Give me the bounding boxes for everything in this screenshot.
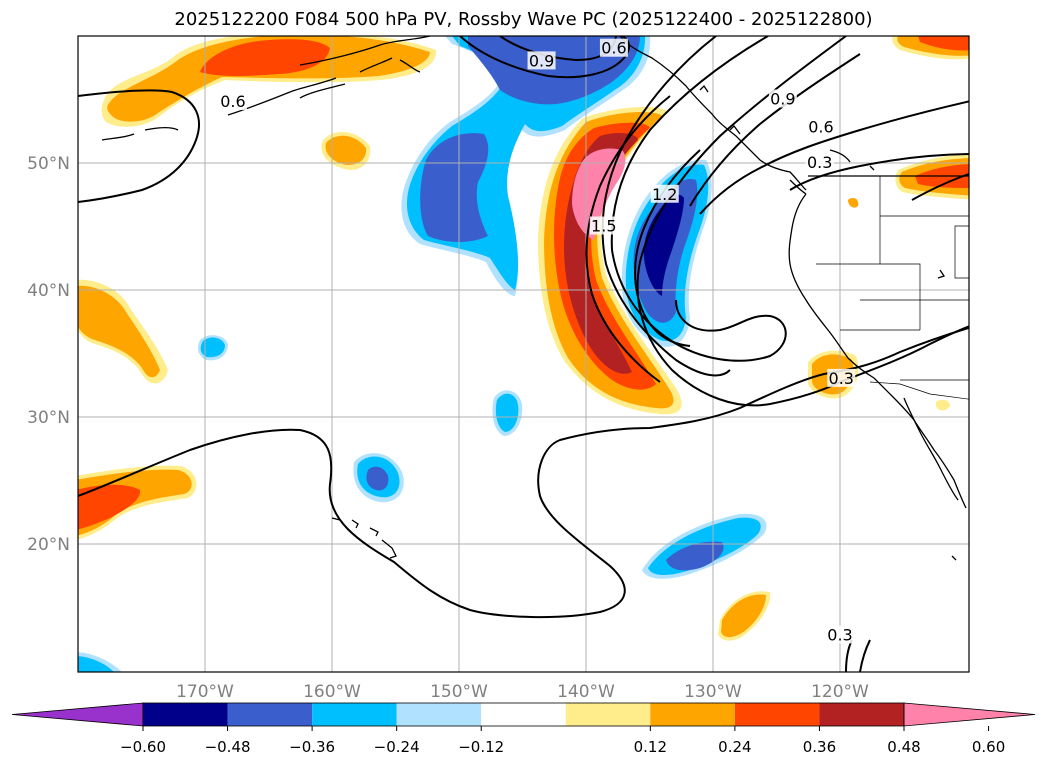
border-states	[816, 176, 969, 381]
colorbar-tick-label: −0.48	[205, 738, 251, 756]
contour-label: 0.6	[220, 92, 245, 111]
lon-label: 140°W	[557, 682, 615, 702]
colorbar-tick-label: 0.48	[887, 738, 920, 756]
colorbar-segment	[819, 703, 904, 726]
contour-1p5	[585, 95, 671, 383]
contour-label: 0.6	[808, 117, 833, 136]
colorbar-segment	[143, 703, 228, 726]
colorbar-tick-label: 0.36	[803, 738, 836, 756]
colorbar-segment	[565, 703, 651, 726]
contour-label: 0.3	[827, 625, 852, 644]
colorbar-extend-left	[11, 702, 144, 727]
shade-neg-35n	[200, 337, 225, 358]
shade-nc-royal-n	[468, 36, 640, 105]
lat-label: 40°N	[27, 281, 70, 301]
lon-label: 170°W	[176, 682, 234, 702]
contour-0p6-big	[636, 36, 969, 407]
shade-negcres-navy	[643, 194, 684, 296]
contour-label: 1.5	[591, 217, 616, 236]
shade-tiny-yellow	[936, 399, 950, 411]
contour-0p9-n	[459, 36, 630, 79]
shade-ne-red	[918, 36, 969, 51]
contour-labels: 0.9 0.6 0.6 0.9 0.6 0.3 1.2 1.5 0.3 0.3	[218, 38, 856, 644]
contour-0p6-nw	[78, 89, 200, 203]
colorbar-tick-label: −0.24	[374, 738, 420, 756]
colorbar-tick-label: −0.36	[289, 738, 335, 756]
shade-w25-red	[78, 484, 141, 530]
colorbar-segment	[650, 703, 735, 726]
coast-us-west	[788, 193, 967, 509]
lat-label: 20°N	[27, 535, 70, 555]
colorbar-segment	[734, 703, 820, 726]
lon-label: 120°W	[811, 682, 869, 702]
colorbar-tick-label: 0.12	[634, 738, 667, 756]
shade-neg-30n	[495, 393, 519, 432]
shade-aleutian-orange	[107, 36, 430, 122]
contour-label-bg	[827, 368, 856, 387]
contour-label-bg	[218, 92, 247, 111]
shade-nc-royal-s	[420, 133, 489, 242]
contour-0p6-ne	[699, 100, 969, 215]
contour-label-bg	[599, 38, 628, 57]
shade-blob-a-orange	[325, 135, 367, 165]
longitude-labels: 170°W 160°W 150°W 140°W 130°W 120°W	[176, 682, 869, 702]
shade-neg-20n-royal	[666, 541, 724, 571]
contour-label: 0.9	[529, 51, 554, 70]
contour-1p2	[601, 36, 731, 377]
shade-neg-sw	[78, 656, 114, 672]
coast-alaska	[101, 36, 431, 141]
contour-0p3-ne2	[911, 172, 969, 201]
coast-bc	[619, 36, 807, 195]
contour-0p3-big	[78, 326, 969, 619]
colorbar-segment	[396, 703, 482, 726]
contour-label-bg	[768, 89, 797, 108]
contour-label-bg	[806, 117, 835, 136]
colorbar-tick-label: −0.60	[120, 738, 166, 756]
contour-label-bg	[589, 216, 618, 235]
contour-0p3-ne	[789, 153, 969, 191]
colorbar-segment	[312, 703, 397, 726]
lat-label: 50°N	[27, 154, 70, 174]
shade-13n-orange	[721, 594, 766, 638]
contour-0p3-se	[845, 639, 871, 672]
colorbar-segment	[481, 703, 566, 726]
border-mexico	[869, 381, 969, 400]
contour-label-bg	[527, 51, 556, 70]
contour-0p9-ne	[689, 53, 861, 207]
contour-label: 1.2	[652, 185, 677, 204]
colorbar-segment	[227, 703, 313, 726]
coast-islands-ne	[829, 149, 957, 561]
lon-label: 160°W	[303, 682, 361, 702]
map-frame	[77, 35, 970, 673]
lon-label: 130°W	[684, 682, 742, 702]
lon-label: 150°W	[430, 682, 488, 702]
coast-hawaii	[331, 517, 397, 559]
shade-aleutian-red	[200, 39, 330, 76]
contour-1p5-inner	[634, 149, 701, 347]
colorbar-tick-label: 0.24	[718, 738, 751, 756]
coast-baja	[903, 397, 959, 501]
contour-label-bg	[826, 625, 854, 644]
colorbar-tick-label: 0.60	[972, 738, 1005, 756]
contour-label-bg	[805, 153, 834, 171]
contour-label: 0.3	[829, 369, 854, 388]
shade-w40-orange	[78, 285, 160, 378]
contour-label: 0.3	[807, 153, 832, 172]
colorbar-tick-label: −0.12	[458, 738, 504, 756]
contour-label: 0.9	[770, 90, 795, 109]
latitude-labels: 50°N 40°N 30°N 20°N	[27, 154, 70, 555]
map-title: 2025122200 F084 500 hPa PV, Rossby Wave …	[174, 9, 873, 30]
contour-label: 0.6	[601, 39, 626, 58]
lat-label: 30°N	[27, 408, 70, 428]
rossby-wave-pc-contours	[78, 36, 969, 672]
shade-neg-hawaii-royal	[366, 466, 389, 491]
colorbar: −0.60 −0.48 −0.36 −0.24 −0.12 0.12 0.24 0.36 0.4…	[11, 702, 1036, 756]
shade-tiny-2	[848, 198, 859, 208]
colorbar-frame	[142, 702, 905, 727]
coastlines	[101, 36, 969, 561]
contour-label-bg	[650, 184, 679, 203]
colorbar-extend-right	[903, 702, 1036, 727]
